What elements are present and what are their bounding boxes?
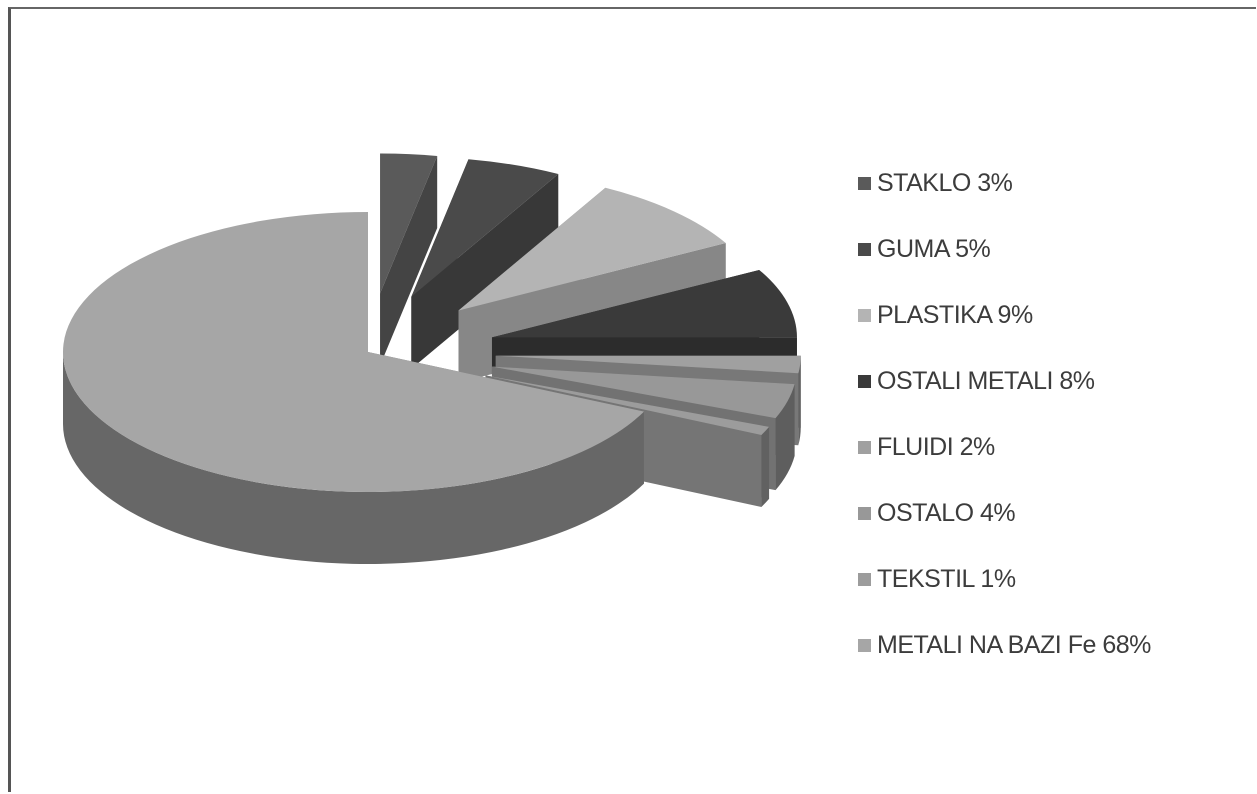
legend-swatch (858, 374, 871, 388)
slice-top (491, 366, 795, 419)
legend-label-ostali-metali: OSTALI METALI 8% (877, 366, 1095, 395)
slice-top (411, 159, 559, 297)
legend-label-metali-na-bazi-fe: METALI NA BAZI Fe 68% (877, 630, 1151, 659)
legend-item-staklo: STAKLO 3% (858, 150, 1151, 216)
slice-side (761, 426, 770, 507)
legend-label-guma: GUMA 5% (877, 234, 991, 263)
slice-side (775, 384, 795, 491)
slice-side (62, 352, 644, 564)
slice-top (485, 375, 770, 435)
legend-item-ostalo: OSTALO 4% (858, 480, 1151, 546)
legend-label-fluidi: FLUIDI 2% (877, 432, 995, 461)
legend-swatch (858, 308, 871, 322)
slice-top (491, 269, 797, 338)
pie-slice-staklo (380, 153, 438, 366)
legend-swatch (858, 506, 871, 520)
legend-label-tekstil: TEKSTIL 1% (877, 564, 1016, 593)
slice-wall (380, 155, 438, 366)
pie-slice-metali-na-bazi-fe (62, 211, 644, 564)
legend: STAKLO 3% GUMA 5% PLASTIKA 9% OSTALI MET… (858, 150, 1151, 678)
slice-side (798, 355, 801, 446)
legend-item-metali-na-bazi-fe: METALI NA BAZI Fe 68% (858, 612, 1151, 678)
slice-top (63, 211, 644, 492)
slice-top (458, 187, 726, 311)
pie-slices (62, 153, 801, 564)
legend-swatch (858, 440, 871, 454)
slice-wall (411, 174, 559, 369)
legend-label-plastika: PLASTIKA 9% (877, 300, 1033, 329)
pie-slice-guma (411, 159, 559, 369)
slice-top (380, 153, 438, 294)
legend-swatch (858, 242, 871, 256)
slice-top (495, 355, 801, 374)
legend-swatch (858, 572, 871, 586)
legend-item-plastika: PLASTIKA 9% (858, 282, 1151, 348)
legend-item-guma: GUMA 5% (858, 216, 1151, 282)
legend-item-ostali-metali: OSTALI METALI 8% (858, 348, 1151, 414)
legend-swatch (858, 176, 871, 190)
legend-item-fluidi: FLUIDI 2% (858, 414, 1151, 480)
legend-label-ostalo: OSTALO 4% (877, 498, 1016, 527)
legend-item-tekstil: TEKSTIL 1% (858, 546, 1151, 612)
legend-label-staklo: STAKLO 3% (877, 168, 1013, 197)
legend-swatch (858, 638, 871, 652)
